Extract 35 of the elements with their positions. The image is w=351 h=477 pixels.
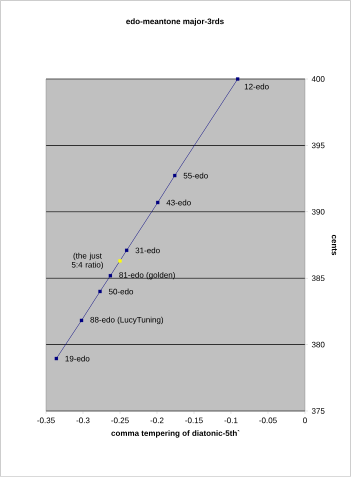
x-tick-label: 0	[303, 418, 307, 424]
point	[236, 77, 240, 81]
y-tick-label: 375	[312, 408, 325, 414]
annotation: 31-edo	[135, 247, 160, 254]
x-tick-label: -0.25	[111, 418, 129, 424]
annotation: 55-edo	[184, 172, 208, 178]
y-tick-label: 400	[312, 76, 325, 82]
y-tick-label: 385	[312, 275, 325, 282]
x-tick-label: -0.15	[185, 418, 203, 424]
y-axis-title: cents	[332, 234, 338, 256]
annotation: 88-edo (LucyTuning)	[90, 316, 164, 324]
y-tick-label: 395	[312, 142, 325, 148]
annotation: 50-edo	[108, 288, 134, 294]
point	[156, 200, 160, 204]
x-tick-label: -0.35	[37, 418, 55, 424]
point	[54, 356, 58, 360]
annotation: 12-edo	[244, 84, 269, 90]
y-tick-label: 380	[312, 342, 325, 348]
point	[80, 318, 84, 322]
annotation: 19-edo	[66, 356, 90, 362]
point	[173, 174, 176, 178]
annotation: (the just 5:4 ratio)	[72, 252, 103, 270]
chart-title: edo-meantone major-3rds	[126, 18, 224, 26]
x-axis-title: comma tempering of diatonic-5th`	[111, 430, 240, 438]
x-tick-label: -0.1	[224, 418, 238, 424]
x-tick-label: -0.2	[150, 418, 164, 424]
x-tick-label: -0.3	[76, 418, 90, 424]
annotation: 43-edo	[166, 200, 191, 206]
point	[108, 274, 112, 278]
annotation: 81-edo (golden)	[119, 272, 175, 280]
point	[98, 290, 102, 294]
point	[118, 259, 122, 263]
x-tick-label: -0.05	[259, 418, 277, 424]
y-tick-label: 390	[312, 208, 325, 215]
point	[124, 248, 128, 252]
